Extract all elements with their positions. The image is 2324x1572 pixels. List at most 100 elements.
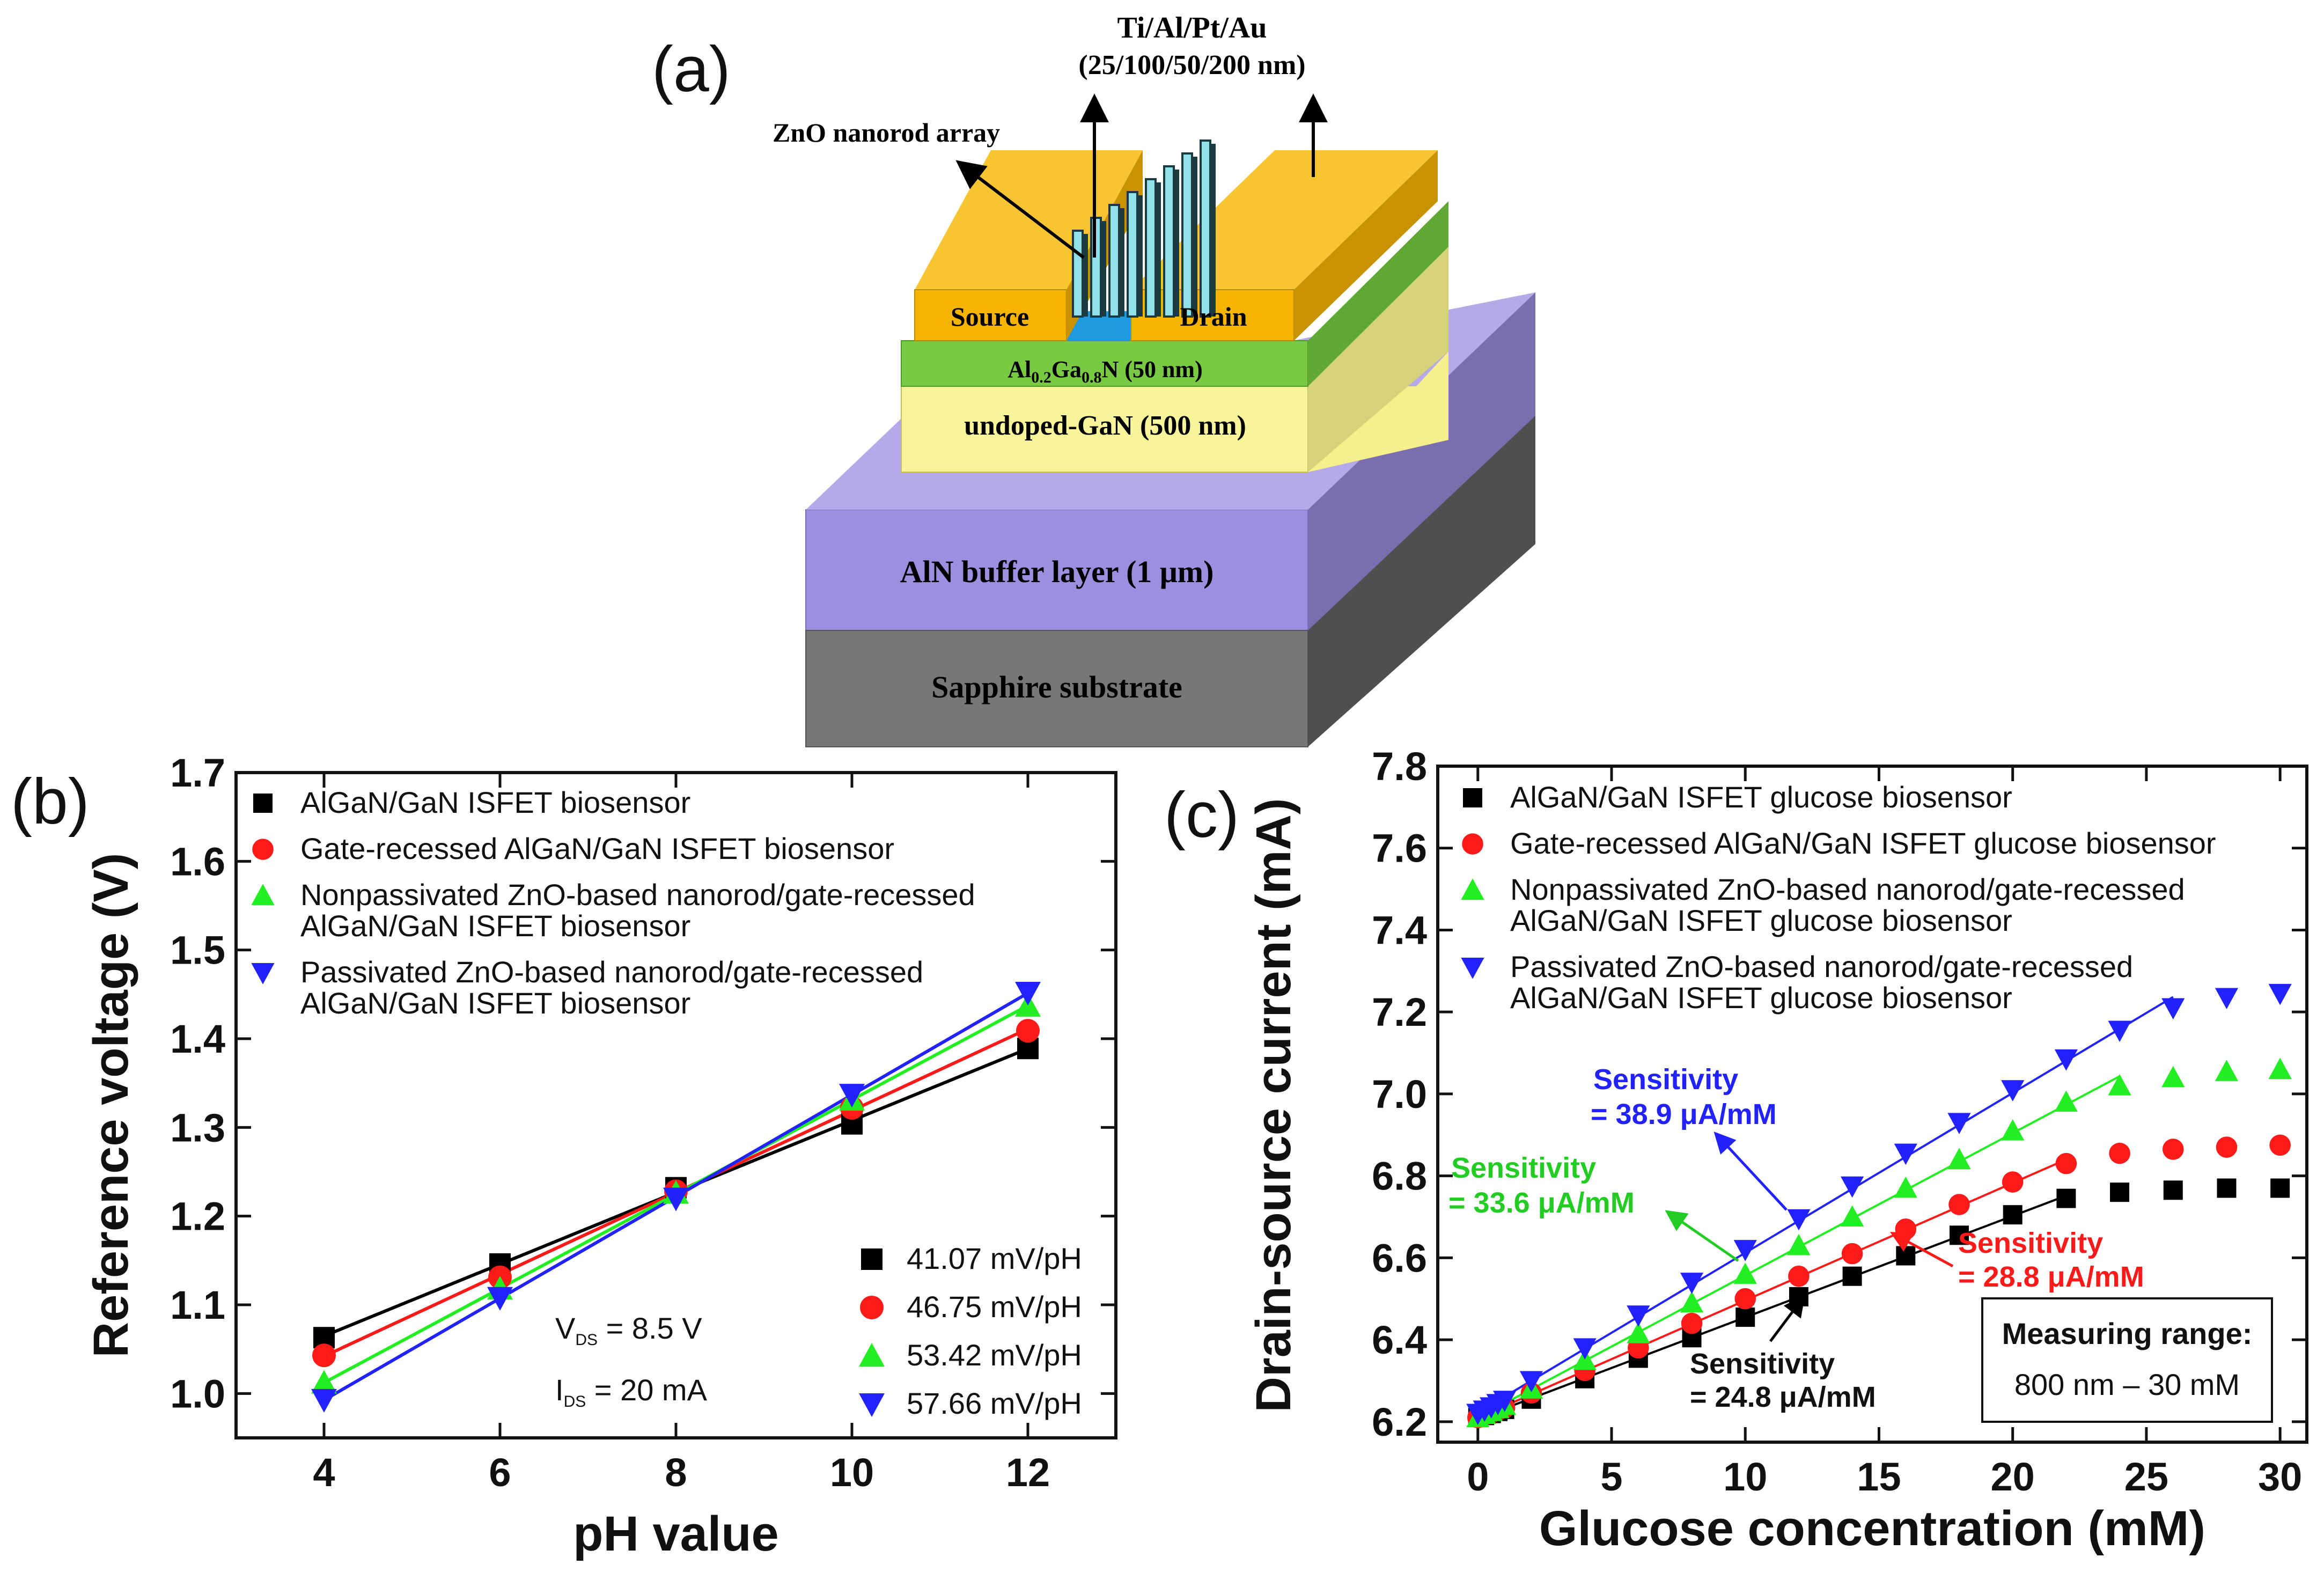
data-point bbox=[1680, 1291, 1704, 1313]
metal-thickness-label: (25/100/50/200 nm) bbox=[1078, 50, 1305, 80]
nanorod-shadow bbox=[1119, 208, 1124, 317]
nanorod-arrow bbox=[955, 160, 1085, 259]
plot-b-ticks: 4 6 8 10 12 1.0 1.1 1.2 1.3 1.4 1.5 1.6 1.7 bbox=[170, 751, 1116, 1495]
nanorod bbox=[1163, 165, 1175, 318]
y-tick-label: 7.8 bbox=[1372, 744, 1427, 789]
x-tick-label: 4 bbox=[313, 1450, 335, 1495]
data-point bbox=[1787, 1209, 1811, 1231]
sens-green-line2: = 33.6 μA/mM bbox=[1448, 1187, 1635, 1219]
plot-b-xlabel: pH value bbox=[573, 1507, 778, 1561]
legend-marker bbox=[1461, 958, 1484, 979]
plot-c-markers bbox=[1466, 983, 2292, 1428]
data-point bbox=[2002, 1171, 2024, 1193]
nanorod bbox=[1072, 230, 1084, 318]
plot-c-ticks: 0 5 10 15 20 25 30 6.2 6.4 6.6 6.8 7.0 7.2 7.4 7.6 7.8 bbox=[1372, 744, 2307, 1499]
gan-label: undoped-GaN (500 nm) bbox=[964, 410, 1246, 441]
data-point bbox=[1627, 1322, 1650, 1343]
data-point bbox=[1680, 1273, 1704, 1294]
data-point bbox=[1842, 1266, 1862, 1286]
legend-label: AlGaN/GaN ISFET glucose biosensor bbox=[1510, 780, 2012, 814]
sensitivity-label: 46.75 mV/pH bbox=[907, 1290, 1082, 1324]
panel-a-diagram: (a) bbox=[652, 11, 1535, 747]
data-point bbox=[2001, 1080, 2025, 1101]
data-point bbox=[2003, 1205, 2023, 1225]
x-tick-label: 30 bbox=[2258, 1455, 2302, 1499]
x-tick-label: 8 bbox=[665, 1450, 687, 1495]
data-point bbox=[2054, 1049, 2078, 1071]
sensitivity-label: 41.07 mV/pH bbox=[907, 1242, 1082, 1275]
x-tick-label: 25 bbox=[2124, 1455, 2168, 1499]
sapphire-front-wide bbox=[805, 630, 1308, 747]
y-tick-label: 6.6 bbox=[1372, 1236, 1427, 1280]
data-point bbox=[663, 1187, 689, 1211]
aln-label: AlN buffer layer (1 μm) bbox=[900, 554, 1214, 589]
algan-label: Al0.2Ga0.8N (50 nm) bbox=[1007, 356, 1202, 386]
data-point bbox=[1947, 1148, 1971, 1170]
legend-label-cont: AlGaN/GaN ISFET glucose biosensor bbox=[1510, 981, 2012, 1015]
data-point bbox=[1788, 1265, 1810, 1287]
sens-blue-line1: Sensitivity bbox=[1593, 1063, 1738, 1096]
panel-a-label: (a) bbox=[652, 33, 731, 105]
data-point bbox=[2054, 1090, 2078, 1112]
legend-marker bbox=[251, 963, 275, 985]
x-tick-label: 10 bbox=[830, 1450, 874, 1495]
sensitivity-marker bbox=[859, 1343, 885, 1367]
panel-c-chart: (c) 0 5 10 15 20 25 30 6.2 6.4 6.6 6.8 7.0 7.2 7.4 7.6… bbox=[1164, 744, 2308, 1556]
x-tick-label: 15 bbox=[1857, 1455, 1901, 1499]
x-tick-label: 0 bbox=[1467, 1455, 1489, 1499]
data-point bbox=[839, 1084, 865, 1108]
source-front bbox=[914, 289, 1067, 341]
metal-stack-label: Ti/Al/Pt/Au bbox=[1117, 11, 1267, 45]
legend-marker bbox=[252, 839, 274, 860]
data-point bbox=[1787, 1233, 1811, 1255]
plot-c-frame bbox=[1436, 765, 2308, 1444]
data-point bbox=[2110, 1182, 2130, 1202]
sapphire-label: Sapphire substrate bbox=[931, 670, 1182, 704]
data-point bbox=[1733, 1240, 1757, 1261]
data-point bbox=[1841, 1243, 1863, 1265]
data-point bbox=[2001, 1119, 2025, 1141]
y-tick-label: 7.2 bbox=[1372, 990, 1427, 1034]
nanorod-shadow bbox=[1210, 144, 1216, 317]
algan-side bbox=[1308, 201, 1448, 386]
data-point bbox=[2109, 1142, 2130, 1164]
y-tick-label: 7.4 bbox=[1372, 908, 1427, 952]
data-point bbox=[2161, 998, 2185, 1020]
nanorod bbox=[1108, 204, 1120, 318]
data-point bbox=[1948, 1194, 1970, 1215]
plot-b-ylabel: Reference voltage (V) bbox=[84, 853, 138, 1358]
sensitivity-marker bbox=[860, 1296, 884, 1319]
sens-red-line2: = 28.8 μA/mM bbox=[1958, 1261, 2144, 1293]
sens-red-arrow bbox=[1889, 1232, 1954, 1268]
aln-front bbox=[805, 509, 1308, 631]
fit-line bbox=[1477, 996, 2174, 1414]
nanorod-shadow bbox=[1137, 195, 1143, 317]
nanorod bbox=[1181, 152, 1193, 318]
x-tick-label: 5 bbox=[1600, 1455, 1622, 1499]
nanorod-shadow bbox=[1083, 234, 1088, 317]
sens-black-arrow bbox=[1769, 1295, 1805, 1342]
data-point bbox=[1896, 1246, 1916, 1266]
data-point bbox=[1841, 1176, 1864, 1198]
algan-layer bbox=[901, 201, 1448, 387]
data-point bbox=[2215, 988, 2239, 1010]
measuring-range-value: 800 nm – 30 mM bbox=[2014, 1368, 2240, 1401]
nanorod-label: ZnO nanorod array bbox=[773, 117, 1000, 148]
data-point bbox=[1016, 1019, 1040, 1043]
drain-label: Drain bbox=[1180, 302, 1247, 332]
legend-label-cont: AlGaN/GaN ISFET biosensor bbox=[300, 909, 690, 943]
y-tick-label: 6.8 bbox=[1372, 1154, 1427, 1199]
data-point bbox=[2215, 1060, 2239, 1081]
y-tick-label: 6.4 bbox=[1372, 1318, 1427, 1362]
y-tick-label: 1.4 bbox=[170, 1017, 225, 1061]
legend-marker bbox=[1463, 788, 1482, 807]
y-tick-label: 1.6 bbox=[170, 839, 225, 884]
y-tick-label: 6.2 bbox=[1372, 1400, 1427, 1444]
sens-green-arrow bbox=[1665, 1210, 1739, 1262]
data-point bbox=[312, 1343, 336, 1368]
nanorod-shadow bbox=[1156, 182, 1161, 317]
data-point bbox=[1573, 1338, 1597, 1360]
panel-b-label: (b) bbox=[11, 766, 90, 838]
panel-c-label: (c) bbox=[1164, 779, 1239, 851]
